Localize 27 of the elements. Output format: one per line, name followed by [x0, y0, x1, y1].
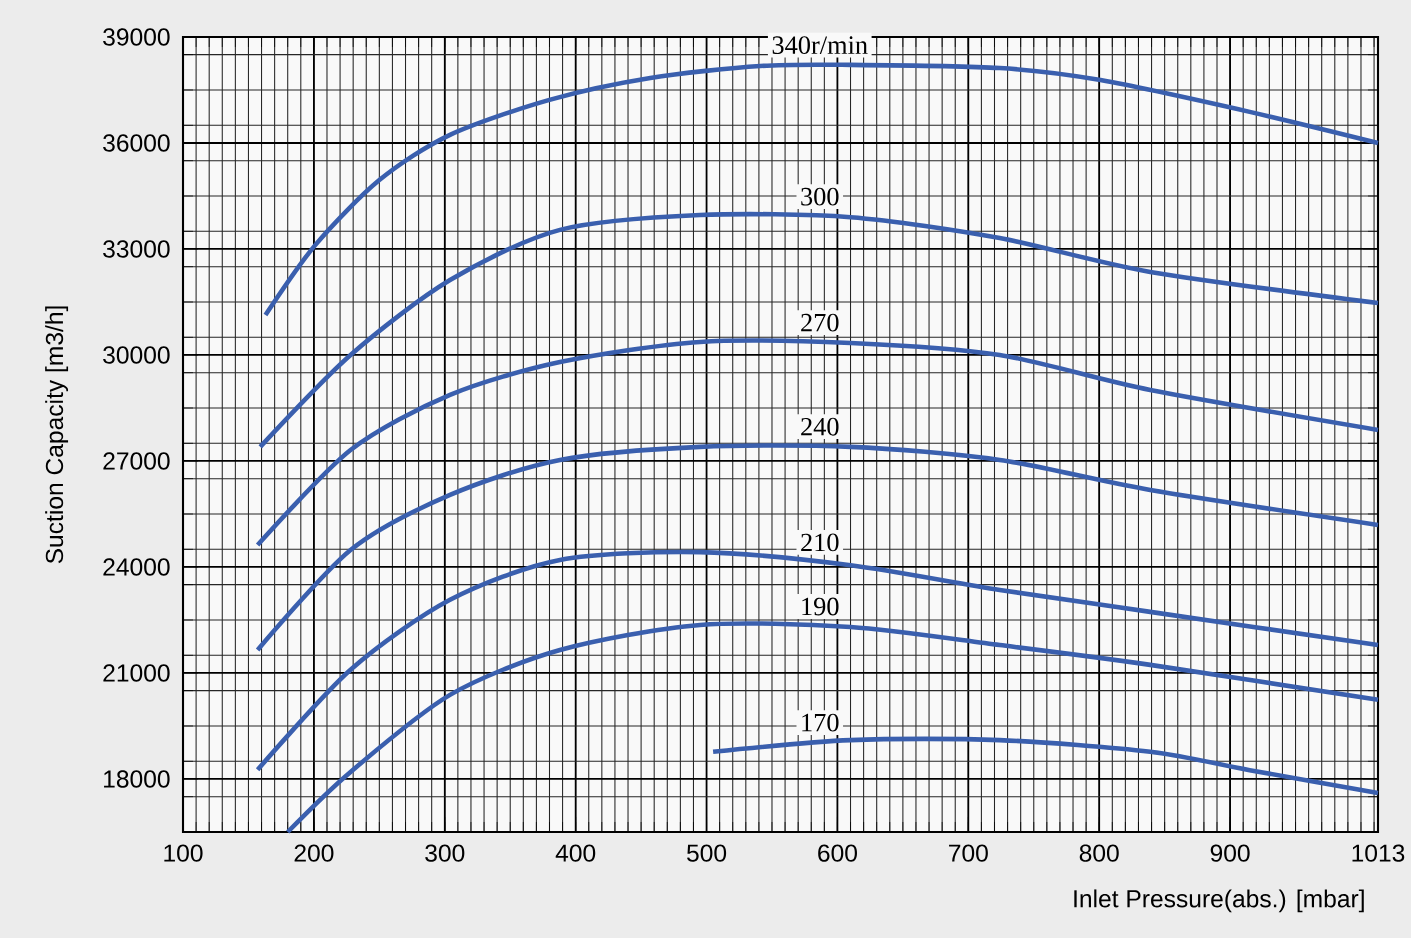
y-tick-label: 27000 [103, 452, 170, 470]
x-tick-label: 500 [687, 844, 727, 862]
y-tick-label: 21000 [103, 664, 170, 682]
x-tick-label: 400 [555, 844, 596, 862]
series-label: 170 [802, 713, 839, 732]
y-tick-label: 18000 [104, 770, 170, 788]
y-tick-label: 30000 [103, 346, 170, 364]
x-tick-label: 300 [425, 844, 465, 862]
y-tick-label: 33000 [103, 240, 170, 258]
y-tick-label: 24000 [103, 558, 170, 576]
x-axis-title: Inlet Pressure(abs.) [mbar] [1074, 889, 1364, 913]
y-axis-title: Suction Capacity [m3/h] [45, 306, 69, 564]
series-label: 300 [801, 187, 839, 206]
y-tick-label: 39000 [103, 28, 170, 46]
x-tick-label: 800 [1079, 844, 1119, 862]
x-tick-label: 900 [1210, 844, 1250, 862]
series-label: 190 [802, 597, 839, 616]
x-tick-label: 100 [164, 844, 203, 862]
series-label: 240 [801, 417, 839, 436]
x-tick-label: 1013 [1352, 844, 1405, 862]
x-tick-label: 700 [949, 844, 988, 862]
x-tick-label: 600 [818, 844, 857, 862]
series-label: 210 [801, 533, 839, 552]
y-tick-label: 36000 [103, 134, 170, 152]
series-label: 270 [801, 313, 839, 332]
series-label: 340r/min [772, 36, 868, 55]
x-tick-label: 200 [294, 844, 334, 862]
